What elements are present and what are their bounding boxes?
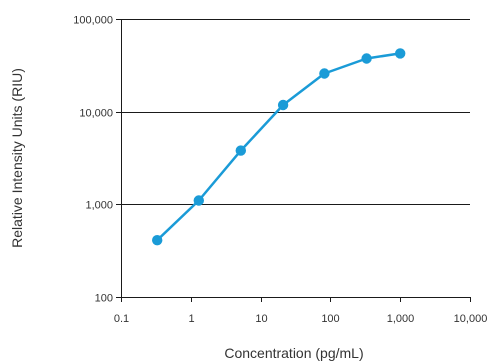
y-tick-label: 100 bbox=[95, 293, 113, 305]
x-tick-label: 1 bbox=[188, 313, 194, 325]
data-point bbox=[319, 68, 330, 79]
data-point bbox=[152, 235, 163, 246]
y-axis-title: Relative Intensity Units (RIU) bbox=[9, 68, 25, 248]
data-series bbox=[152, 48, 406, 246]
data-point bbox=[395, 48, 406, 59]
x-tick-label: 10,000 bbox=[454, 313, 488, 325]
x-axis-title: Concentration (pg/mL) bbox=[224, 345, 363, 361]
y-tick-label: 100,000 bbox=[73, 15, 113, 27]
y-axis: 100 1,000 10,000 100,000 bbox=[73, 15, 122, 305]
x-tick-label: 0.1 bbox=[114, 313, 129, 325]
x-tick-label: 1,000 bbox=[387, 313, 415, 325]
horizontal-gridlines bbox=[121, 19, 470, 205]
data-point bbox=[235, 145, 246, 156]
x-tick-label: 100 bbox=[321, 313, 339, 325]
data-point bbox=[361, 53, 372, 64]
data-point bbox=[277, 99, 289, 111]
x-tick-label: 10 bbox=[255, 313, 267, 325]
series-line bbox=[155, 52, 402, 242]
data-point bbox=[193, 195, 204, 206]
y-tick-label: 10,000 bbox=[79, 108, 113, 120]
y-tick-label: 1,000 bbox=[85, 200, 113, 212]
x-axis: 0.1 1 10 100 1,000 10,000 bbox=[114, 297, 487, 325]
